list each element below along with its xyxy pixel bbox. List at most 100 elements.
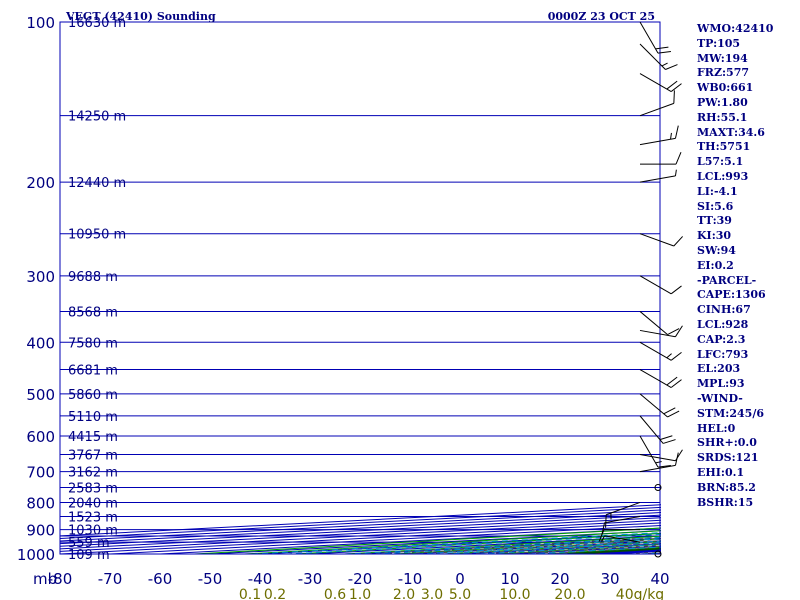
pressure-tick: 300 [26, 268, 55, 286]
mixing-ratio-label: 5.0 [449, 587, 471, 600]
pressure-tick: 200 [26, 174, 55, 192]
wind-barb [654, 484, 662, 492]
dry-adiabat [285, 532, 661, 554]
height-label: 3162 m [68, 466, 118, 481]
height-label: 1523 m [68, 510, 118, 525]
temperature-tick: 40 [650, 570, 669, 588]
wind-barb [601, 535, 641, 543]
temperature-tick: -60 [148, 570, 173, 588]
index-item: TH:5751 [697, 140, 751, 154]
temperature-tick: 0 [455, 570, 465, 588]
pressure-tick: 700 [26, 464, 55, 482]
pressure-tick: 900 [26, 522, 55, 540]
temperature-tick: -20 [348, 570, 373, 588]
wind-barb [639, 369, 682, 388]
pressure-tick: 600 [26, 428, 55, 446]
wind-barb [639, 73, 682, 92]
wind-barb [639, 90, 675, 117]
wind-barb [639, 233, 683, 247]
mixing-ratio-label: 20.0 [554, 587, 585, 600]
index-item: PW:1.80 [697, 95, 748, 109]
isotherm [60, 512, 661, 545]
isotherm [60, 514, 661, 547]
wind-barb [639, 275, 682, 295]
wind-barb [639, 435, 671, 468]
height-label: 559 m [68, 536, 110, 551]
mixing-ratio-label: 0.1 [239, 587, 261, 600]
wind-barb [639, 393, 680, 418]
height-label: 8568 m [68, 305, 118, 320]
wind-barb [639, 169, 677, 183]
wind-barb [639, 452, 679, 473]
index-item: -PARCEL- [697, 273, 757, 287]
index-item: EI:0.2 [697, 258, 734, 272]
height-label: 6681 m [68, 364, 118, 379]
mixing-ratio-label: 10.0 [499, 587, 530, 600]
height-label: 4415 m [68, 430, 118, 445]
isotherm [60, 504, 661, 537]
index-item: SI:5.6 [697, 199, 734, 213]
height-label: 10950 m [68, 228, 126, 243]
stability-indices: WMO:42410 TP:105 MW:194 FRZ:577 WB0:661 PW:1.… [697, 22, 797, 510]
index-item: WB0:661 [697, 81, 754, 95]
pressure-tick: 1000 [17, 546, 55, 564]
pressure-tick: 400 [26, 334, 55, 352]
dry-adiabat [235, 530, 661, 554]
index-item: MPL:93 [697, 377, 745, 391]
height-label: 16630 m [68, 16, 126, 31]
wind-barb [639, 341, 682, 361]
mixing-ratio-label: 0.2 [264, 587, 286, 600]
index-item: FRZ:577 [697, 66, 750, 80]
index-item: SW:94 [697, 243, 736, 257]
index-item: SHR+:0.0 [697, 436, 757, 450]
wind-barb [639, 325, 683, 338]
isotherm [60, 506, 661, 539]
pressure-tick: 100 [26, 14, 55, 32]
index-item: MAXT:34.6 [697, 125, 765, 139]
temperature-tick: 20 [550, 570, 569, 588]
index-item: L57:5.1 [697, 155, 744, 169]
isotherm [60, 519, 661, 552]
height-label: 9688 m [68, 270, 118, 285]
index-item: MW:194 [697, 51, 748, 65]
index-item: EL:203 [697, 362, 741, 376]
wind-barb [640, 151, 682, 165]
height-label: 14250 m [68, 110, 126, 125]
index-item: EHI:0.1 [697, 465, 745, 479]
wind-barb [639, 311, 680, 336]
temperature-tick: -40 [248, 570, 273, 588]
isotherm [60, 522, 661, 554]
mixing-ratio-label: 3.0 [421, 587, 443, 600]
height-label: 109 m [68, 548, 110, 563]
temperature-tick: -10 [398, 570, 423, 588]
height-label: 5860 m [68, 388, 118, 403]
temperature-tick: 10 [500, 570, 519, 588]
temperature-tick: -30 [298, 570, 323, 588]
temperature-tick: -50 [198, 570, 223, 588]
wind-barb [639, 449, 683, 462]
mixing-ratio-label: 1.0 [349, 587, 371, 600]
index-item: CAP:2.3 [697, 332, 746, 346]
index-item: HEL:0 [697, 421, 736, 435]
wind-barb [605, 501, 641, 528]
plot-frame [59, 21, 661, 555]
height-label: 2040 m [68, 496, 118, 511]
index-item: SRDS:121 [697, 451, 759, 465]
index-item: -WIND- [697, 391, 743, 405]
index-item: STM:245/6 [697, 406, 764, 420]
wind-barb [639, 21, 671, 54]
temperature-tick: -80 [48, 570, 73, 588]
height-label: 12440 m [68, 176, 126, 191]
isotherm [60, 517, 661, 550]
x-axis-label: mb [33, 570, 57, 588]
wind-barb [654, 550, 662, 558]
wind-barb [639, 43, 678, 70]
index-item: CAPE:1306 [697, 288, 766, 302]
mixing-ratio-label: 0.6 [324, 587, 346, 600]
height-label: 7580 m [68, 336, 118, 351]
height-label: 5110 m [68, 410, 118, 425]
index-item: KI:30 [697, 229, 732, 243]
wind-barb [639, 415, 676, 444]
pressure-tick: 500 [26, 386, 55, 404]
